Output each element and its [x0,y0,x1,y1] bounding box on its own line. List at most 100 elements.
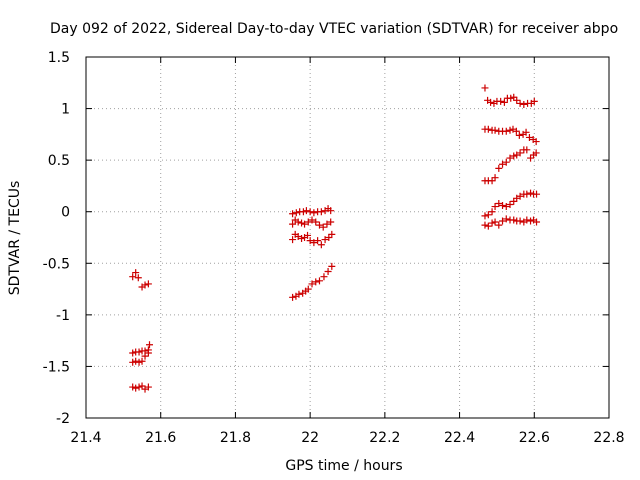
data-point [144,349,152,357]
data-point [487,98,495,106]
data-point [317,208,325,216]
data-point [523,146,531,154]
x-tick-label: 22.4 [444,430,475,446]
data-point [491,203,499,211]
data-point [295,290,303,298]
data-point [323,220,331,228]
data-point [135,358,143,366]
data-point [327,207,335,215]
x-tick-label: 22.6 [519,430,550,446]
data-point [312,218,320,226]
data-point [310,209,318,217]
data-point [507,94,515,102]
data-point [523,216,531,224]
data-point [510,152,518,160]
data-point [321,236,329,244]
y-axis-label: SDTVAR / TECUs [7,181,23,296]
data-point [306,208,314,216]
y-tick-label: 1.5 [48,50,70,66]
data-point [315,221,323,229]
data-point [310,239,318,247]
data-point [506,200,514,208]
data-point [298,219,306,227]
data-point [527,189,535,197]
data-point [499,217,507,225]
data-point [308,216,316,224]
data-point [506,154,514,162]
data-point [502,127,510,135]
data-point [484,222,492,230]
data-point [481,221,489,229]
data-point [138,382,146,390]
data-point [327,218,335,226]
data-point [129,273,137,281]
x-tick-label: 21.4 [70,430,101,446]
data-point [129,383,137,391]
data-point [289,236,297,244]
x-tick-label: 21.8 [220,430,251,446]
data-point [324,268,332,276]
data-point [513,96,521,104]
data-point [481,84,489,92]
data-point [495,164,503,172]
data-point [495,199,503,207]
data-point [499,202,507,210]
data-point [515,131,523,139]
data-point [302,207,310,215]
data-point [527,154,535,162]
data-point [135,383,143,391]
data-point [527,217,535,225]
data-point [495,221,503,229]
y-tick-label: 0 [61,205,70,221]
plot-frame [85,56,610,419]
x-axis-ticks: 21.4 21.6 21.8 22 22.2 22.4 22.6 22.8 [70,57,625,446]
data-point [516,149,524,157]
data-point [144,383,152,391]
data-point [488,177,496,185]
data-point [491,218,499,226]
data-points [129,84,541,393]
data-point [488,208,496,216]
data-point [488,219,496,227]
data-point [294,218,302,226]
data-point [138,357,146,365]
data-point [532,138,540,146]
data-point [532,149,540,157]
chart-title: Day 092 of 2022, Sidereal Day-to-day VTE… [50,21,618,37]
data-point [512,127,520,135]
data-point [510,216,518,224]
data-point [132,357,140,365]
data-point [502,158,510,166]
y-tick-label: 1 [61,102,70,118]
data-point [516,217,524,225]
data-point [315,277,323,285]
data-point [129,358,137,366]
data-point [533,218,541,226]
data-point [132,269,140,277]
data-point [289,293,297,301]
data-point [499,160,507,168]
data-point [481,212,489,220]
x-tick-label: 21.6 [145,430,176,446]
data-point [502,215,510,223]
data-point [491,126,499,134]
data-point [289,210,297,218]
data-point [502,203,510,211]
x-tick-label: 22.2 [369,430,400,446]
data-point [530,97,538,105]
y-tick-label: -1 [56,308,70,324]
data-point [292,209,300,217]
data-point [500,98,508,106]
x-tick-label: 22 [301,430,319,446]
data-point [506,126,514,134]
data-point [497,97,505,105]
data-point [141,352,149,360]
data-point [308,280,316,288]
y-tick-label: -1.5 [43,359,70,375]
data-point [134,274,142,282]
data-point [314,237,322,245]
data-point [306,237,314,245]
data-point [328,262,336,270]
data-point [144,280,152,288]
